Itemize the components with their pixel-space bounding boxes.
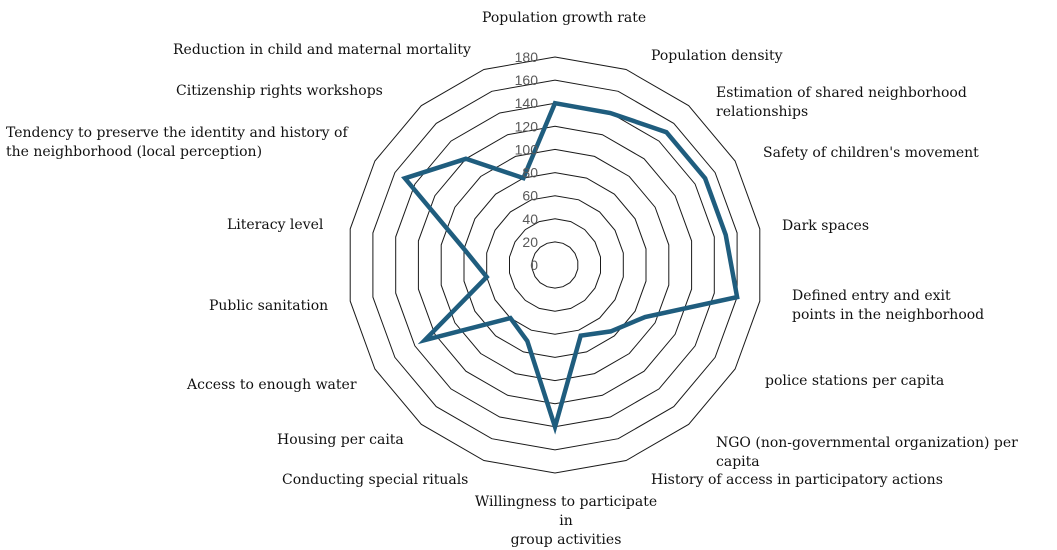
grid-ring-20 bbox=[532, 242, 578, 288]
tick-label-120: 120 bbox=[515, 118, 539, 134]
tick-label-180: 180 bbox=[515, 49, 539, 65]
tick-label-20: 20 bbox=[522, 234, 538, 250]
category-label-17: Reduction in child and maternal mortalit… bbox=[173, 41, 471, 60]
tick-label-100: 100 bbox=[515, 141, 539, 157]
category-label-8: History of access in participatory actio… bbox=[651, 471, 943, 490]
category-label-6: police stations per capita bbox=[765, 372, 944, 391]
category-label-9: Willingness to participate in group acti… bbox=[471, 493, 661, 550]
tick-label-160: 160 bbox=[515, 72, 539, 88]
tick-label-0: 0 bbox=[530, 257, 538, 273]
category-label-16: Citizenship rights workshops bbox=[176, 82, 383, 101]
category-label-11: Housing per caita bbox=[277, 431, 404, 450]
category-label-12: Access to enough water bbox=[187, 376, 357, 395]
category-label-5: Defined entry and exit points in the nei… bbox=[792, 287, 984, 325]
tick-label-60: 60 bbox=[522, 188, 538, 204]
category-label-10: Conducting special rituals bbox=[282, 471, 468, 490]
grid-ring-120 bbox=[418, 126, 691, 403]
radar-series bbox=[405, 103, 737, 427]
category-label-13: Public sanitation bbox=[209, 297, 328, 316]
radar-grid bbox=[350, 57, 760, 473]
radial-axis-ticks: 0 20 40 60 80 100 120 140 160 180 bbox=[515, 49, 539, 273]
tick-label-80: 80 bbox=[522, 165, 538, 181]
grid-ring-180 bbox=[350, 57, 760, 473]
tick-label-40: 40 bbox=[522, 211, 538, 227]
category-label-2: Estimation of shared neighborhood relati… bbox=[716, 84, 1057, 122]
category-label-3: Safety of children's movement bbox=[763, 144, 979, 163]
category-label-15: Tendency to preserve the identity and hi… bbox=[6, 124, 348, 162]
category-label-14: Literacy level bbox=[227, 216, 323, 235]
tick-label-140: 140 bbox=[515, 95, 539, 111]
category-label-7: NGO (non-governmental organization) per … bbox=[716, 434, 1057, 472]
category-label-1: Population density bbox=[651, 47, 783, 66]
grid-ring-160 bbox=[373, 80, 737, 450]
grid-ring-140 bbox=[396, 103, 715, 427]
grid-ring-60 bbox=[487, 196, 624, 335]
category-label-0: Population growth rate bbox=[482, 9, 646, 28]
grid-ring-40 bbox=[510, 219, 601, 311]
category-label-4: Dark spaces bbox=[782, 217, 869, 236]
